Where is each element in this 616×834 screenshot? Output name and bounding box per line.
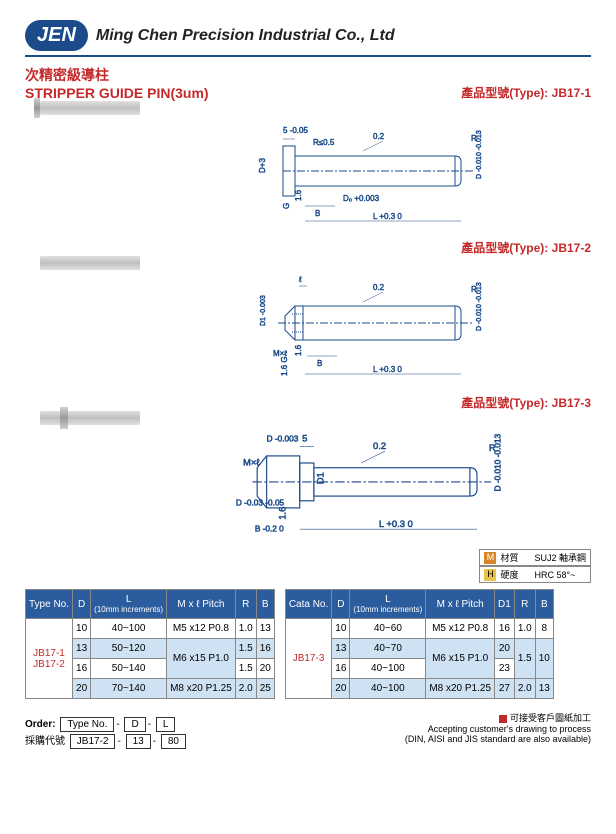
title-block: 次精密級導柱 STRIPPER GUIDE PIN(3um) xyxy=(25,65,209,101)
drawing-1: 5 -0.05 R≤0.5 0.2 R D+3 1.6 G B D₀ +0.00… xyxy=(155,101,591,231)
table-1: Type No. D L(10mm increments) M x ℓ Pitc… xyxy=(25,589,275,699)
th-r: R xyxy=(235,590,256,619)
photo-3 xyxy=(25,411,155,425)
svg-text:D -0.010 -0.013: D -0.010 -0.013 xyxy=(476,130,483,179)
svg-text:0.2: 0.2 xyxy=(373,283,385,292)
th-l: L(10mm increments) xyxy=(350,590,426,619)
page-header: JEN Ming Chen Precision Industrial Co., … xyxy=(25,20,591,57)
footer-note: 可接受客戶圖紙加工 Accepting customer's drawing t… xyxy=(405,711,591,744)
th-d: D xyxy=(332,590,350,619)
th-d1: D1 xyxy=(495,590,515,619)
svg-text:1.6: 1.6 xyxy=(278,507,289,520)
logo: JEN xyxy=(25,20,88,51)
svg-text:0.2: 0.2 xyxy=(373,441,386,452)
svg-text:0.2: 0.2 xyxy=(373,132,385,141)
th-l: L(10mm increments) xyxy=(91,590,167,619)
section-jb17-3: D -0.003 5 M×ℓ 0.2 R D1 D -0.03 -0.05 B … xyxy=(25,411,591,541)
svg-text:D -0.010 -0.013: D -0.010 -0.013 xyxy=(476,282,483,331)
svg-text:G: G xyxy=(282,203,291,209)
legend-h: H 硬度 HRC 58°~ xyxy=(479,566,591,583)
table-2: Cata No. D L(10mm increments) M x ℓ Pitc… xyxy=(285,589,554,699)
type-3-label: 產品型號(Type): JB17-3 xyxy=(25,394,591,411)
svg-text:B: B xyxy=(317,359,322,368)
svg-text:1.6 G: 1.6 G xyxy=(280,356,289,376)
drawing-3: D -0.003 5 M×ℓ 0.2 R D1 D -0.03 -0.05 B … xyxy=(155,411,591,541)
photo-2 xyxy=(25,256,155,270)
section-jb17-2: ℓ 0.2 R D1 -0.003 M×ℓ 1.6 1.6 G B L +0.3… xyxy=(25,256,591,386)
svg-text:B: B xyxy=(315,209,320,218)
type-1-label: 產品型號(Type): JB17-1 xyxy=(461,84,591,101)
svg-text:L +0.3 0: L +0.3 0 xyxy=(373,212,402,221)
th-pitch: M x ℓ Pitch xyxy=(167,590,236,619)
svg-text:5 -0.05: 5 -0.05 xyxy=(283,126,308,135)
spec-tables: Type No. D L(10mm increments) M x ℓ Pitc… xyxy=(25,589,591,699)
th-r: R xyxy=(514,590,535,619)
svg-text:D -0.010 -0.013: D -0.010 -0.013 xyxy=(494,434,503,492)
table-row: JB17-3 1040~60M5 x12 P0.8161.08 xyxy=(285,619,553,639)
svg-text:1.6: 1.6 xyxy=(294,189,303,201)
table-row: JB17-1 JB17-2 1040~100M5 x12 P0.81.013 xyxy=(26,619,275,639)
th-pitch: M x ℓ Pitch xyxy=(426,590,495,619)
th-type: Cata No. xyxy=(285,590,331,619)
svg-text:M×ℓ: M×ℓ xyxy=(243,457,260,468)
material-legend: M 材質 SUJ2 軸承鋼 H 硬度 HRC 58°~ xyxy=(25,549,591,583)
svg-text:B -0.2 0: B -0.2 0 xyxy=(255,525,284,534)
svg-text:D₀ +0.003: D₀ +0.003 xyxy=(343,194,380,203)
section-jb17-1: 5 -0.05 R≤0.5 0.2 R D+3 1.6 G B D₀ +0.00… xyxy=(25,101,591,231)
svg-text:D1 -0.003: D1 -0.003 xyxy=(260,295,267,326)
th-type: Type No. xyxy=(26,590,73,619)
svg-text:L +0.3 0: L +0.3 0 xyxy=(379,519,413,530)
photo-1 xyxy=(25,101,155,115)
svg-text:5: 5 xyxy=(302,434,307,445)
svg-text:L +0.3 0: L +0.3 0 xyxy=(373,365,402,374)
title-cn: 次精密級導柱 xyxy=(25,65,209,85)
svg-text:1.6: 1.6 xyxy=(294,344,303,356)
svg-text:D+3: D+3 xyxy=(258,158,267,173)
th-b: B xyxy=(535,590,553,619)
th-d: D xyxy=(73,590,91,619)
title-en: STRIPPER GUIDE PIN(3um) xyxy=(25,85,209,101)
legend-m: M 材質 SUJ2 軸承鋼 xyxy=(479,549,591,566)
th-b: B xyxy=(256,590,274,619)
svg-text:ℓ: ℓ xyxy=(298,275,302,284)
drawing-2: ℓ 0.2 R D1 -0.003 M×ℓ 1.6 1.6 G B L +0.3… xyxy=(155,256,591,386)
company-name: Ming Chen Precision Industrial Co., Ltd xyxy=(96,27,395,45)
svg-text:R≤0.5: R≤0.5 xyxy=(313,138,335,147)
svg-text:D1: D1 xyxy=(315,472,326,484)
type-2-label: 產品型號(Type): JB17-2 xyxy=(25,239,591,256)
svg-text:D -0.003: D -0.003 xyxy=(267,435,299,444)
order-example: Order: Type No.- D- L 採購代號 JB17-2- 13- 8… xyxy=(25,717,188,749)
